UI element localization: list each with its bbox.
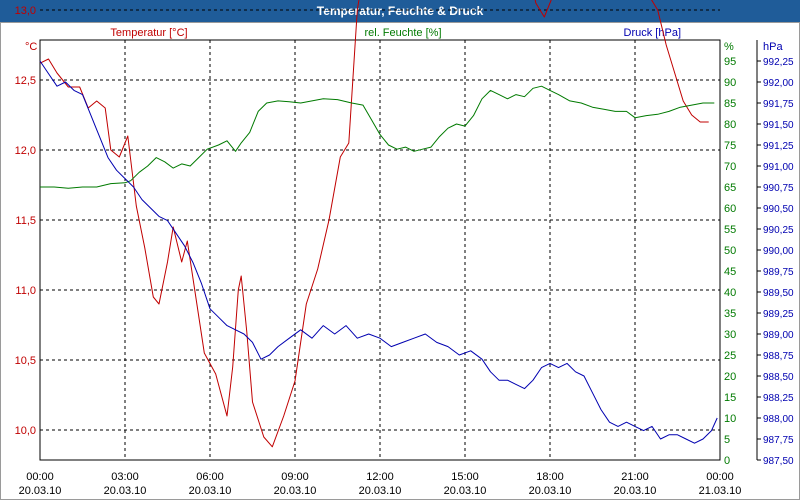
x-tick-date-label: 20.03.10 bbox=[274, 485, 317, 497]
humidity-tick-label: 80 bbox=[724, 119, 736, 131]
humidity-tick-label: 70 bbox=[724, 161, 736, 173]
temperature-tick-label: 10,0 bbox=[15, 425, 36, 437]
x-tick-date-label: 20.03.10 bbox=[359, 485, 402, 497]
pressure-unit-label: hPa bbox=[763, 41, 783, 53]
temperature-tick-label: 13,0 bbox=[15, 5, 36, 17]
x-tick-date-label: 20.03.10 bbox=[104, 485, 147, 497]
x-tick-date-label: 21.03.10 bbox=[699, 485, 742, 497]
pressure-tick-label: 988,50 bbox=[763, 372, 794, 383]
x-tick-time-label: 03:00 bbox=[111, 471, 139, 483]
pressure-tick-label: 990,25 bbox=[763, 225, 794, 236]
pressure-tick-label: 992,00 bbox=[763, 78, 794, 89]
chart-title: Temperatur, Feuchte & Druck bbox=[0, 0, 800, 22]
x-tick-time-label: 00:00 bbox=[706, 471, 734, 483]
temperature-axis-title: Temperatur [°C] bbox=[110, 27, 187, 39]
x-tick-time-label: 09:00 bbox=[281, 471, 309, 483]
temperature-tick-label: 10,5 bbox=[15, 355, 36, 367]
humidity-tick-label: 40 bbox=[724, 287, 736, 299]
x-tick-date-label: 20.03.10 bbox=[529, 485, 572, 497]
pressure-tick-label: 989,75 bbox=[763, 267, 794, 278]
temperature-unit-label: °C bbox=[25, 41, 37, 53]
humidity-unit-label: % bbox=[724, 41, 734, 53]
pressure-tick-label: 988,25 bbox=[763, 393, 794, 404]
x-tick-time-label: 18:00 bbox=[536, 471, 564, 483]
x-tick-date-label: 20.03.10 bbox=[19, 485, 62, 497]
humidity-tick-label: 0 bbox=[724, 455, 730, 467]
pressure-tick-label: 987,75 bbox=[763, 435, 794, 446]
humidity-tick-label: 15 bbox=[724, 392, 736, 404]
temperature-tick-label: 12,0 bbox=[15, 145, 36, 157]
humidity-tick-label: 20 bbox=[724, 371, 736, 383]
humidity-tick-label: 5 bbox=[724, 434, 730, 446]
pressure-tick-label: 987,50 bbox=[763, 456, 794, 467]
humidity-tick-label: 25 bbox=[724, 350, 736, 362]
humidity-tick-label: 75 bbox=[724, 140, 736, 152]
x-tick-date-label: 20.03.10 bbox=[614, 485, 657, 497]
humidity-tick-label: 35 bbox=[724, 308, 736, 320]
humidity-tick-label: 60 bbox=[724, 203, 736, 215]
humidity-tick-label: 45 bbox=[724, 266, 736, 278]
humidity-tick-label: 95 bbox=[724, 56, 736, 68]
humidity-axis-title: rel. Feuchte [%] bbox=[364, 27, 441, 39]
humidity-tick-label: 65 bbox=[724, 182, 736, 194]
humidity-tick-label: 10 bbox=[724, 413, 736, 425]
x-tick-time-label: 00:00 bbox=[26, 471, 54, 483]
pressure-tick-label: 990,50 bbox=[763, 204, 794, 215]
x-tick-date-label: 20.03.10 bbox=[444, 485, 487, 497]
humidity-tick-label: 90 bbox=[724, 77, 736, 89]
pressure-tick-label: 989,50 bbox=[763, 288, 794, 299]
pressure-tick-label: 989,25 bbox=[763, 309, 794, 320]
pressure-tick-label: 991,25 bbox=[763, 141, 794, 152]
pressure-tick-label: 990,75 bbox=[763, 183, 794, 194]
temperature-tick-label: 11,5 bbox=[15, 215, 36, 227]
x-tick-time-label: 21:00 bbox=[621, 471, 649, 483]
temperature-tick-label: 12,5 bbox=[15, 75, 36, 87]
pressure-tick-label: 990,00 bbox=[763, 246, 794, 257]
x-tick-time-label: 15:00 bbox=[451, 471, 479, 483]
temperature-tick-label: 11,0 bbox=[15, 285, 36, 297]
pressure-series-line bbox=[39, 60, 718, 444]
x-tick-time-label: 06:00 bbox=[196, 471, 224, 483]
temperature-series-line bbox=[39, 0, 709, 448]
pressure-tick-label: 991,75 bbox=[763, 99, 794, 110]
pressure-tick-label: 992,25 bbox=[763, 57, 794, 68]
x-tick-date-label: 20.03.10 bbox=[189, 485, 232, 497]
humidity-tick-label: 85 bbox=[724, 98, 736, 110]
humidity-series-line bbox=[40, 85, 715, 189]
humidity-tick-label: 55 bbox=[724, 224, 736, 236]
pressure-tick-label: 991,50 bbox=[763, 120, 794, 131]
humidity-tick-label: 50 bbox=[724, 245, 736, 257]
pressure-axis-title: Druck [hPa] bbox=[624, 27, 681, 39]
x-tick-time-label: 12:00 bbox=[366, 471, 394, 483]
humidity-tick-label: 30 bbox=[724, 329, 736, 341]
plot-border bbox=[39, 39, 721, 461]
pressure-tick-label: 989,00 bbox=[763, 330, 794, 341]
pressure-tick-label: 988,75 bbox=[763, 351, 794, 362]
pressure-tick-label: 991,00 bbox=[763, 162, 794, 173]
pressure-tick-label: 988,00 bbox=[763, 414, 794, 425]
